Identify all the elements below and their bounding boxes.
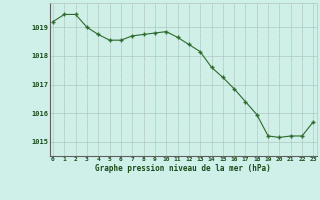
X-axis label: Graphe pression niveau de la mer (hPa): Graphe pression niveau de la mer (hPa) [95, 164, 271, 173]
